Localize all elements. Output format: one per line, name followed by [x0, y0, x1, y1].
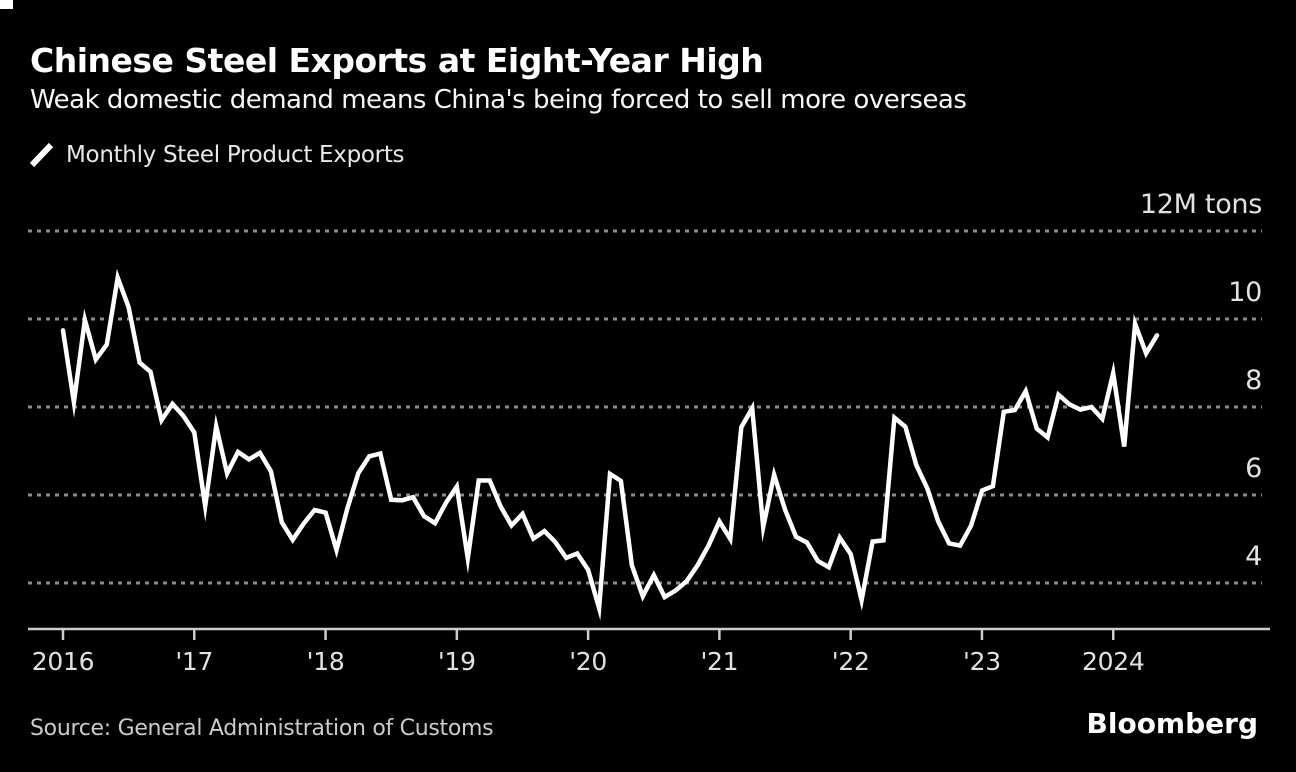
chart-subtitle: Weak domestic demand means China's being…: [30, 85, 967, 115]
x-axis-label-19: '19: [437, 647, 476, 676]
x-axis-label-23: '23: [963, 647, 1001, 676]
x-axis-label-22: '22: [831, 647, 870, 676]
exports-line-series: [60, 268, 1160, 621]
x-axis-label-18: '18: [306, 647, 345, 676]
y-axis-label-10: 10: [1228, 277, 1262, 308]
legend: Monthly Steel Product Exports: [28, 141, 405, 169]
y-axis-label-6: 6: [1245, 453, 1262, 484]
x-axis-label-21: '21: [700, 647, 739, 676]
line-swatch-icon: [29, 142, 54, 168]
y-axis-label-12: 12M tons: [1139, 189, 1262, 220]
x-axis-label-2024: 2024: [1082, 647, 1145, 676]
y-axis-label-8: 8: [1245, 365, 1262, 396]
x-axis-label-2016: 2016: [31, 647, 95, 676]
bloomberg-logo: Bloomberg: [1086, 707, 1258, 740]
source-note: Source: General Administration of Custom…: [30, 716, 494, 741]
x-axis-label-17: '17: [175, 647, 214, 676]
legend-label: Monthly Steel Product Exports: [66, 142, 405, 168]
bloomberg-flag-mark: [0, 0, 13, 9]
x-axis-label-20: '20: [569, 647, 607, 676]
chart-title: Chinese Steel Exports at Eight-Year High: [30, 41, 764, 80]
y-axis-label-4: 4: [1245, 541, 1262, 572]
